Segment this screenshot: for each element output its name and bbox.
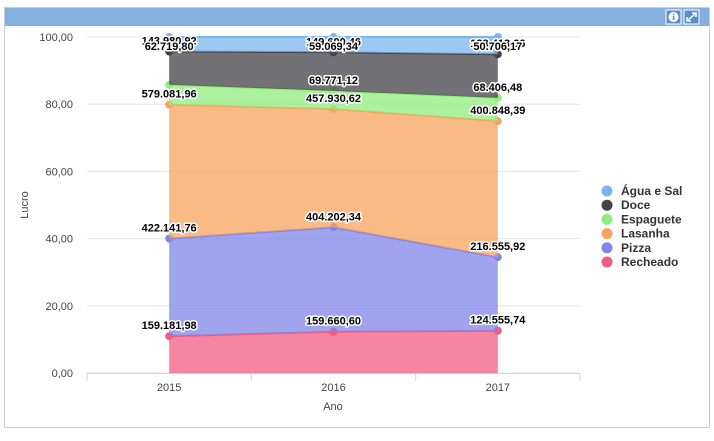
legend-symbol xyxy=(601,242,613,254)
y-tick-label: 40,00 xyxy=(45,234,73,246)
data-label: 579.081,96 xyxy=(142,89,197,101)
area xyxy=(169,104,498,258)
legend-label[interactable]: Água e Sal xyxy=(621,183,682,198)
marker xyxy=(329,33,338,41)
marker xyxy=(165,33,174,41)
legend-symbol xyxy=(601,185,613,197)
y-tick-label: 20,00 xyxy=(45,301,73,313)
y-tick-label: 80,00 xyxy=(45,99,73,111)
expand-button[interactable] xyxy=(683,9,700,25)
area xyxy=(169,330,498,373)
data-label: 69.771,12 xyxy=(309,75,358,87)
data-label: 128.413,66 xyxy=(470,38,525,50)
x-tick-label: 2016 xyxy=(321,382,345,394)
marker xyxy=(493,33,502,41)
data-label: 159.181,98 xyxy=(142,320,197,332)
area xyxy=(169,51,498,98)
data-label: 404.202,34 xyxy=(306,211,362,223)
legend-label[interactable]: Recheado xyxy=(621,255,678,269)
data-label: 159.660,60 xyxy=(306,316,361,328)
data-label: 400.848,39 xyxy=(470,105,525,117)
data-label: 68.406,48 xyxy=(473,82,522,94)
data-label: 59.069,34 xyxy=(309,41,359,53)
area xyxy=(169,227,498,337)
legend-symbol xyxy=(601,256,613,268)
panel-header xyxy=(5,8,709,26)
y-tick-label: 100,00 xyxy=(39,32,73,44)
legend-label[interactable]: Espaguete xyxy=(621,212,682,226)
legend-label[interactable]: Doce xyxy=(621,198,651,212)
x-axis-title: Ano xyxy=(323,401,343,413)
legend-symbol xyxy=(601,199,613,211)
data-label: 124.555,74 xyxy=(470,315,526,327)
data-label: 62.719,80 xyxy=(145,41,194,53)
y-tick-label: 60,00 xyxy=(45,166,73,178)
x-tick-label: 2017 xyxy=(486,382,510,394)
area xyxy=(169,84,498,122)
area xyxy=(169,37,498,55)
legend-symbol xyxy=(601,228,613,240)
data-label: 149.600,46 xyxy=(306,36,361,48)
data-label: 457.930,62 xyxy=(306,93,361,105)
x-tick-label: 2015 xyxy=(157,382,181,394)
data-label: 422.141,76 xyxy=(142,223,197,235)
info-button[interactable] xyxy=(665,9,682,25)
legend-label[interactable]: Pizza xyxy=(621,241,651,255)
y-tick-label: 0,00 xyxy=(52,368,73,380)
data-label: 216.555,92 xyxy=(470,241,525,253)
legend-symbol xyxy=(601,213,613,225)
data-label: 143.980,92 xyxy=(142,36,197,48)
y-axis-title: Lucro xyxy=(19,191,31,219)
legend-label[interactable]: Lasanha xyxy=(621,227,670,241)
data-label: 50.706,17 xyxy=(473,41,522,53)
